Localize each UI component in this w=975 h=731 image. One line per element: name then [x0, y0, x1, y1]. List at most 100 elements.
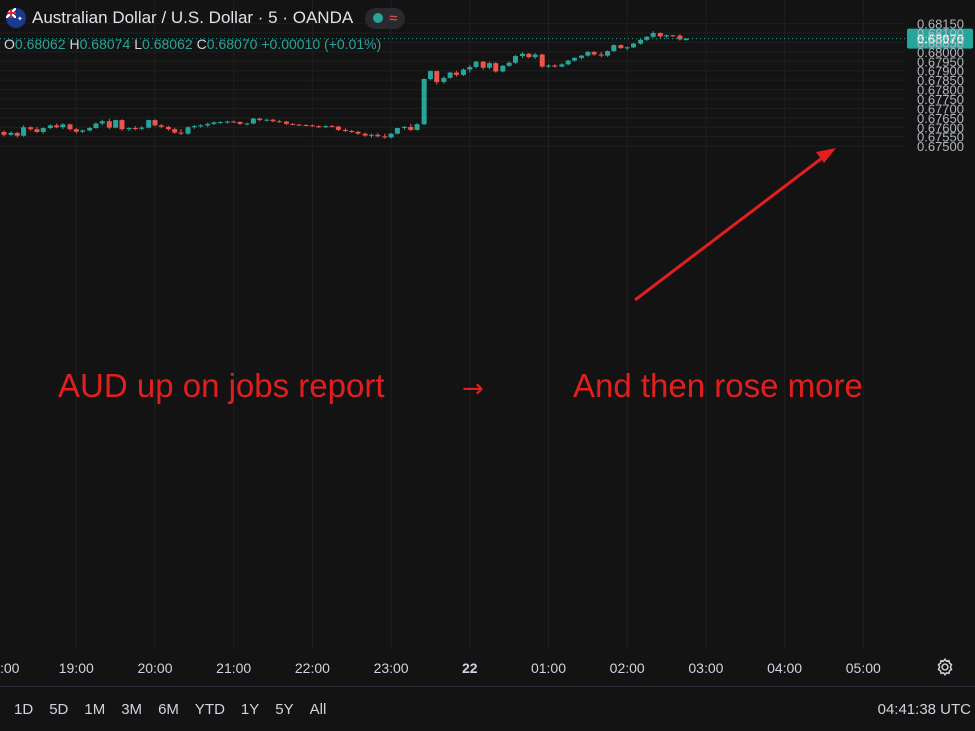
candle-body [611, 45, 616, 51]
range-button-1y[interactable]: 1Y [233, 701, 267, 718]
candle-body [670, 35, 675, 36]
candle-body [552, 65, 557, 66]
time-tick-label: 02:00 [610, 660, 645, 676]
candle-body [15, 133, 20, 136]
candle-body [8, 133, 13, 135]
candle-body [638, 40, 643, 44]
low-label: L [134, 36, 142, 52]
candle-body [257, 119, 262, 121]
candle-body [310, 125, 315, 126]
candle-body [304, 125, 309, 126]
candle-body [277, 121, 282, 122]
candle-body [316, 126, 321, 127]
candle-body [415, 124, 420, 130]
candle-body [546, 65, 551, 66]
candle-body [500, 66, 505, 72]
candle-body [330, 126, 335, 127]
candle-body [225, 122, 230, 123]
candle-body [113, 120, 118, 128]
range-button-ytd[interactable]: YTD [187, 701, 233, 718]
range-button-1m[interactable]: 1M [76, 701, 113, 718]
candle-body [677, 36, 682, 40]
candle-body [448, 73, 453, 78]
candle-body [264, 120, 269, 121]
time-tick-label: 22:00 [295, 660, 330, 676]
candle-body [237, 122, 242, 124]
candle-body [178, 133, 183, 134]
candle-body [336, 127, 341, 130]
range-button-3m[interactable]: 3M [113, 701, 150, 718]
change-value: +0.00010 (+0.01%) [261, 36, 381, 52]
utc-clock[interactable]: 04:41:38 UTC [878, 701, 971, 718]
candle-body [127, 128, 132, 129]
candle-body [375, 135, 380, 137]
symbol-title[interactable]: Australian Dollar / U.S. Dollar · 5 · OA… [32, 8, 353, 28]
candle-body [533, 55, 538, 58]
candle-body [54, 125, 59, 127]
candle-body [481, 62, 486, 68]
candle-body [467, 67, 472, 70]
candle-body [474, 62, 479, 67]
status-pill[interactable]: ≈ [365, 8, 405, 29]
candle-body [212, 122, 217, 124]
time-tick-label: 22 [462, 660, 478, 676]
candle-body [146, 120, 151, 128]
candle-body [60, 124, 65, 127]
candle-body [605, 51, 610, 56]
time-tick-label: :00 [0, 660, 20, 676]
candle-body [192, 126, 197, 127]
candle-body [566, 61, 571, 65]
candle-body [559, 64, 564, 66]
low-value: 0.68062 [142, 36, 193, 52]
candle-body [159, 125, 164, 127]
high-label: H [70, 36, 80, 52]
annotation-rose-more: And then rose more [573, 367, 863, 404]
candle-body [323, 126, 328, 127]
candle-body [513, 56, 518, 63]
range-button-5d[interactable]: 5D [41, 701, 76, 718]
candle-body [599, 55, 604, 56]
candle-body [119, 120, 124, 129]
settings-gear-icon[interactable] [934, 656, 956, 678]
candle-body [153, 120, 158, 125]
candle-body [369, 135, 374, 136]
range-button-5y[interactable]: 5Y [267, 701, 301, 718]
candle-body [664, 35, 669, 36]
candle-body [592, 52, 597, 55]
candle-body [382, 136, 387, 137]
range-button-1d[interactable]: 1D [6, 701, 41, 718]
chart-header: ✦ Australian Dollar / U.S. Dollar · 5 · … [6, 5, 405, 31]
candle-body [251, 119, 256, 124]
candle-body [454, 73, 459, 75]
open-value: 0.68062 [15, 36, 66, 52]
candle-body [231, 122, 236, 123]
candle-body [618, 45, 623, 48]
candle-body [205, 124, 210, 126]
au-flag-icon: ✦ [6, 8, 26, 28]
close-label: C [197, 36, 207, 52]
candle-body [461, 70, 466, 75]
candle-body [93, 123, 98, 128]
candle-body [107, 121, 112, 127]
price-tick-label: 0.67500 [917, 139, 964, 154]
candle-body [139, 128, 144, 129]
annotation-jobs-report: AUD up on jobs report [58, 367, 385, 404]
annotation-arrow-right: → [462, 374, 484, 404]
price-chart[interactable]: 0.68070 AUD up on jobs report → And then ro… [0, 0, 975, 686]
range-button-all[interactable]: All [302, 701, 335, 718]
candle-body [48, 125, 53, 128]
candle-body [651, 33, 656, 37]
close-value: 0.68070 [207, 36, 258, 52]
candle-body [487, 63, 492, 68]
candle-body [186, 127, 191, 133]
range-button-6m[interactable]: 6M [150, 701, 187, 718]
candle-body [526, 54, 531, 57]
indicator-wave-icon: ≈ [389, 11, 397, 26]
candle-body [402, 127, 407, 128]
candle-body [658, 33, 663, 36]
candle-body [507, 63, 512, 66]
candle-body [408, 127, 413, 130]
time-tick-label: 19:00 [59, 660, 94, 676]
ohlc-legend: O0.68062 H0.68074 L0.68062 C0.68070 +0.0… [4, 36, 381, 52]
